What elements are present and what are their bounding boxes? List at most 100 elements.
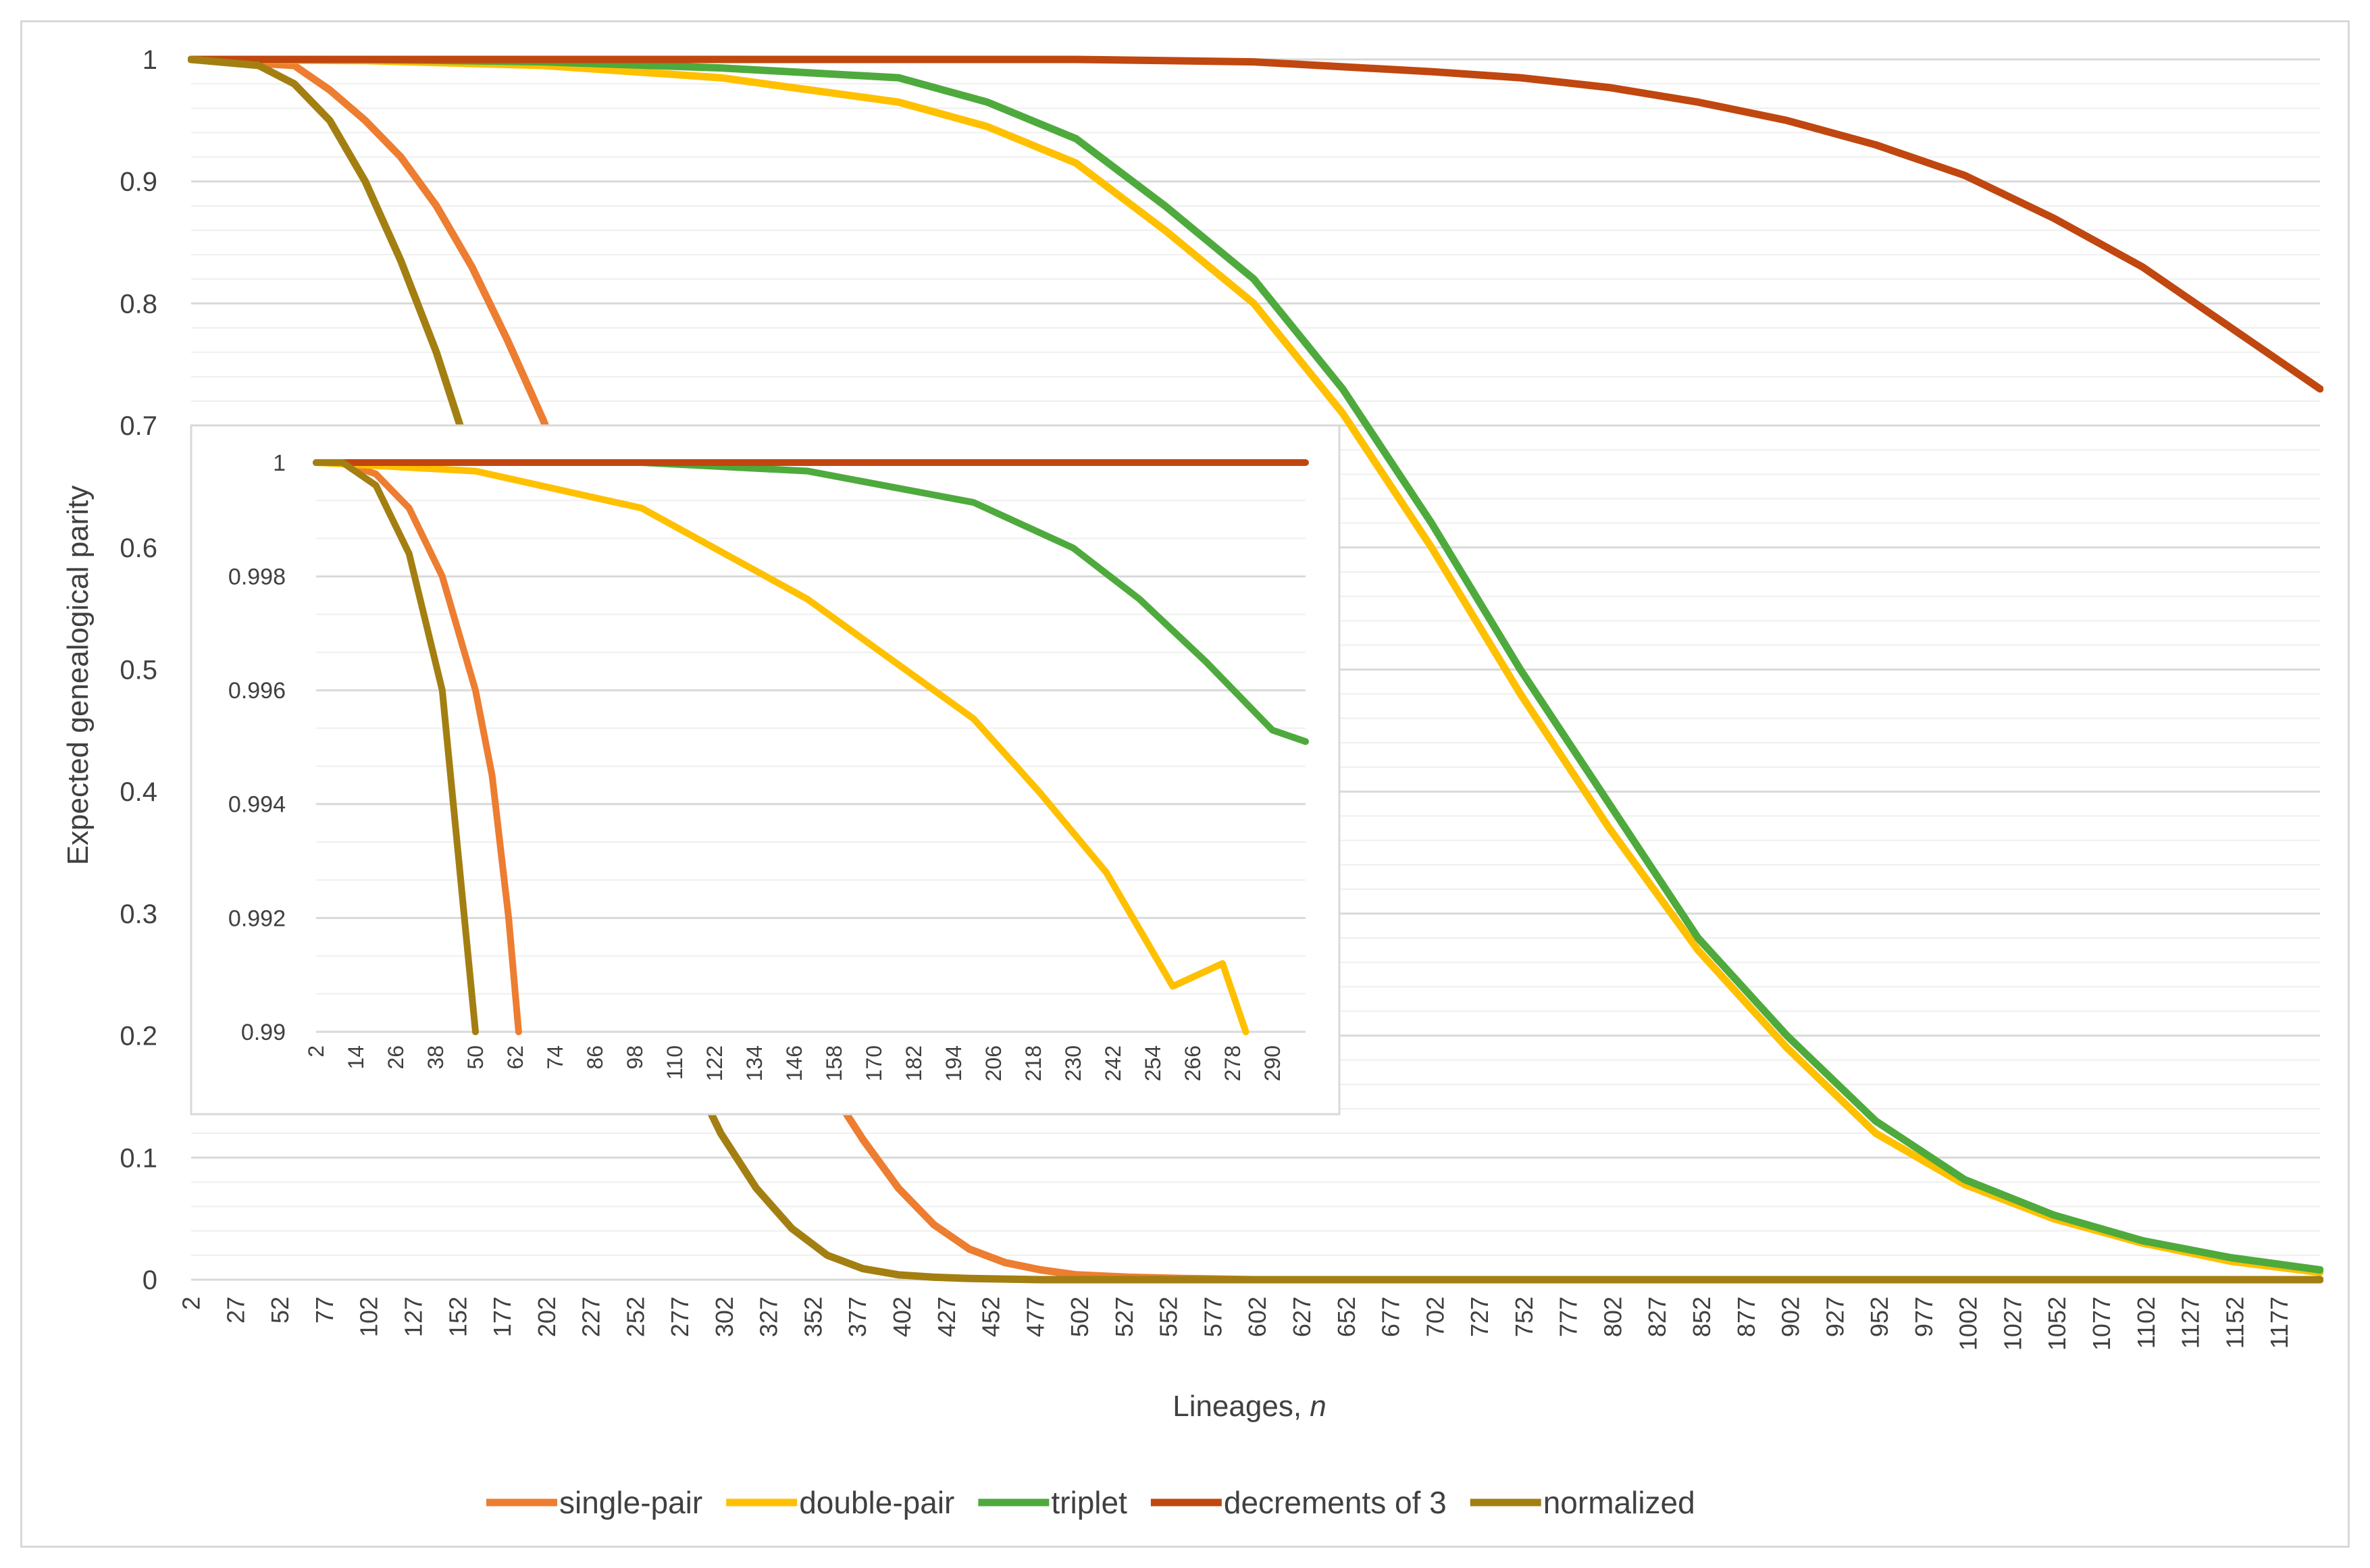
y-tick-label: 0.998 (228, 565, 286, 590)
x-tick-label: 218 (1021, 1045, 1046, 1081)
x-tick-label: 170 (862, 1045, 886, 1081)
x-tick-label: 752 (1510, 1297, 1538, 1337)
x-tick-label: 266 (1181, 1045, 1205, 1081)
y-tick-label: 0.7 (120, 411, 157, 441)
x-tick-label: 2 (304, 1045, 328, 1057)
x-tick-label: 377 (844, 1297, 871, 1337)
x-tick-label: 77 (311, 1297, 338, 1324)
x-tick-label: 902 (1777, 1297, 1805, 1337)
x-tick-label: 14 (344, 1045, 368, 1070)
legend-label: triplet (1051, 1485, 1127, 1520)
x-tick-label: 1052 (2043, 1297, 2071, 1351)
y-tick-label: 0.992 (228, 906, 286, 931)
x-tick-label: 1077 (2088, 1297, 2115, 1351)
x-tick-label: 1177 (2265, 1297, 2293, 1349)
x-tick-label: 352 (799, 1297, 827, 1337)
x-tick-label: 227 (577, 1297, 605, 1337)
y-tick-label: 0.6 (120, 533, 157, 563)
x-tick-label: 1102 (2132, 1297, 2160, 1349)
x-tick-label: 182 (902, 1045, 926, 1081)
y-axis-title: Expected genealogical parity (61, 486, 95, 866)
series-line-double-pair (188, 55, 2323, 1276)
x-tick-label: 206 (981, 1045, 1006, 1081)
x-tick-label: 2 (178, 1297, 205, 1310)
y-tick-label: 0.8 (120, 289, 157, 319)
x-tick-label: 242 (1101, 1045, 1125, 1081)
inset-gridlines (316, 461, 1306, 1033)
x-tick-label: 327 (755, 1297, 783, 1337)
legend-label: double-pair (799, 1485, 954, 1520)
x-tick-label: 877 (1732, 1297, 1760, 1337)
x-tick-label: 477 (1021, 1297, 1049, 1337)
x-tick-label: 577 (1199, 1297, 1227, 1337)
inset-x-tick-labels: 2 14 26 38 50 62 74 86 98 110 122 134 146 158 170 182 19… (304, 1045, 1285, 1081)
x-tick-label: 52 (266, 1297, 294, 1324)
x-tick-label: 1127 (2177, 1297, 2205, 1349)
x-tick-label: 230 (1061, 1045, 1085, 1081)
x-tick-label: 627 (1288, 1297, 1316, 1337)
x-tick-label: 827 (1643, 1297, 1671, 1337)
x-tick-label: 102 (355, 1297, 383, 1337)
series-line-double-pair (313, 459, 1250, 1035)
x-tick-label: 74 (543, 1045, 567, 1070)
series-line-decrements-of-3 (188, 55, 2323, 393)
legend-label: decrements of 3 (1224, 1485, 1447, 1520)
y-tick-label: 1 (273, 450, 286, 476)
y-tick-label: 0.4 (120, 777, 157, 807)
y-tick-label: 1 (143, 45, 157, 75)
x-tick-label: 802 (1599, 1297, 1626, 1337)
y-tick-label: 0.994 (228, 792, 286, 818)
x-tick-label: 252 (621, 1297, 649, 1337)
y-tick-label: 0.2 (120, 1022, 157, 1051)
x-tick-label: 98 (623, 1045, 647, 1070)
x-tick-label: 977 (1910, 1297, 1938, 1337)
y-tick-label: 0.996 (228, 678, 286, 704)
x-tick-label: 290 (1260, 1045, 1285, 1081)
x-tick-label: 86 (583, 1045, 607, 1070)
x-tick-label: 27 (222, 1297, 249, 1324)
x-tick-label: 202 (533, 1297, 561, 1337)
x-tick-label: 127 (399, 1297, 427, 1337)
legend-item-normalized: normalized (1470, 1485, 1695, 1520)
x-tick-label: 38 (423, 1045, 448, 1070)
x-axis-title: Lineages, n (1173, 1390, 1326, 1423)
x-tick-label: 727 (1466, 1297, 1493, 1337)
x-tick-label: 777 (1555, 1297, 1582, 1337)
legend-item-single-pair: single-pair (486, 1485, 702, 1520)
main-y-tick-labels: 0 0.1 0.2 0.3 0.4 0.5 0.6 0.7 0.8 0.9 1 (120, 45, 157, 1295)
x-tick-label: 1002 (1955, 1297, 1982, 1351)
x-tick-label: 452 (977, 1297, 1005, 1337)
x-tick-label: 134 (742, 1045, 767, 1081)
y-tick-label: 0.99 (241, 1020, 286, 1045)
x-tick-label: 152 (444, 1297, 471, 1337)
x-tick-label: 62 (503, 1045, 527, 1070)
x-tick-label: 552 (1155, 1297, 1183, 1337)
x-tick-label: 602 (1243, 1297, 1271, 1337)
legend-label: normalized (1543, 1485, 1695, 1520)
x-tick-label: 1027 (1999, 1297, 2026, 1351)
legend-label: single-pair (559, 1485, 702, 1520)
x-tick-label: 177 (488, 1297, 516, 1337)
series-line-triplet (188, 55, 2323, 1274)
x-tick-label: 1152 (2221, 1297, 2248, 1349)
x-tick-label: 402 (888, 1297, 916, 1337)
x-tick-label: 122 (702, 1045, 727, 1081)
x-tick-label: 277 (666, 1297, 694, 1337)
inset-series-lines (313, 459, 1309, 1035)
y-tick-label: 0.5 (120, 656, 157, 685)
series-line-normalized (313, 459, 479, 1035)
x-tick-label: 702 (1421, 1297, 1449, 1337)
main-x-tick-labels: 2 27 52 77 102 127 152 177 202 227 252 277 302 327 352… (178, 1297, 2293, 1351)
inset-y-tick-labels: 0.99 0.992 0.994 0.996 0.998 1 (228, 450, 286, 1045)
y-tick-label: 0.3 (120, 899, 157, 929)
x-tick-label: 110 (663, 1045, 687, 1080)
legend: single-pair double-pair triplet decrements … (486, 1485, 1695, 1520)
x-tick-label: 254 (1141, 1045, 1165, 1081)
legend-item-double-pair: double-pair (726, 1485, 954, 1520)
x-tick-label: 502 (1066, 1297, 1093, 1337)
x-tick-label: 927 (1821, 1297, 1849, 1337)
x-tick-label: 527 (1110, 1297, 1138, 1337)
x-tick-label: 952 (1865, 1297, 1893, 1337)
x-tick-label: 302 (711, 1297, 738, 1337)
